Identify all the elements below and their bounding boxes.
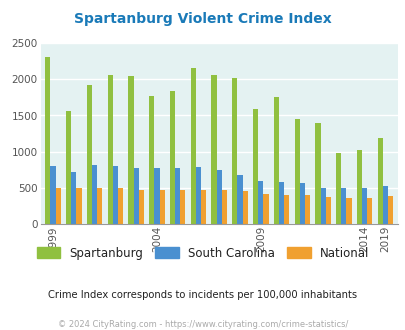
Bar bbox=[159, 190, 164, 224]
Bar bbox=[97, 188, 102, 224]
Bar bbox=[320, 188, 325, 224]
Bar bbox=[345, 198, 351, 224]
Bar bbox=[180, 190, 185, 224]
Bar bbox=[66, 111, 71, 224]
Bar bbox=[325, 197, 330, 224]
Bar bbox=[216, 170, 221, 224]
Bar bbox=[175, 168, 180, 224]
Bar bbox=[211, 75, 216, 224]
Bar bbox=[154, 168, 159, 224]
Bar bbox=[45, 57, 50, 224]
Bar bbox=[128, 76, 133, 224]
Bar bbox=[304, 195, 309, 224]
Bar bbox=[133, 168, 139, 224]
Bar bbox=[50, 166, 55, 224]
Bar bbox=[190, 68, 195, 224]
Bar bbox=[195, 167, 200, 224]
Bar bbox=[284, 195, 289, 224]
Bar bbox=[356, 150, 361, 224]
Bar bbox=[113, 166, 118, 224]
Text: Spartanburg Violent Crime Index: Spartanburg Violent Crime Index bbox=[74, 12, 331, 25]
Bar bbox=[118, 188, 123, 224]
Bar bbox=[263, 194, 268, 224]
Bar bbox=[294, 119, 299, 224]
Bar bbox=[335, 153, 341, 224]
Bar bbox=[55, 188, 61, 224]
Bar bbox=[92, 165, 97, 224]
Bar bbox=[258, 181, 263, 224]
Bar bbox=[341, 188, 345, 224]
Legend: Spartanburg, South Carolina, National: Spartanburg, South Carolina, National bbox=[32, 242, 373, 264]
Bar bbox=[71, 172, 76, 224]
Bar bbox=[367, 198, 371, 224]
Bar bbox=[221, 190, 226, 224]
Bar bbox=[139, 190, 144, 224]
Bar bbox=[169, 91, 175, 224]
Text: © 2024 CityRating.com - https://www.cityrating.com/crime-statistics/: © 2024 CityRating.com - https://www.city… bbox=[58, 320, 347, 329]
Bar bbox=[273, 97, 278, 224]
Bar bbox=[382, 186, 387, 224]
Bar bbox=[200, 190, 206, 224]
Bar bbox=[315, 123, 320, 224]
Bar bbox=[387, 196, 392, 224]
Bar bbox=[299, 183, 304, 224]
Bar bbox=[232, 78, 237, 224]
Bar bbox=[76, 188, 81, 224]
Bar bbox=[87, 85, 92, 224]
Bar bbox=[149, 95, 154, 224]
Bar bbox=[107, 75, 113, 224]
Text: Crime Index corresponds to incidents per 100,000 inhabitants: Crime Index corresponds to incidents per… bbox=[48, 290, 357, 300]
Bar bbox=[278, 182, 284, 224]
Bar bbox=[361, 188, 367, 224]
Bar bbox=[242, 191, 247, 224]
Bar bbox=[237, 175, 242, 224]
Bar bbox=[377, 138, 382, 224]
Bar bbox=[252, 109, 258, 224]
